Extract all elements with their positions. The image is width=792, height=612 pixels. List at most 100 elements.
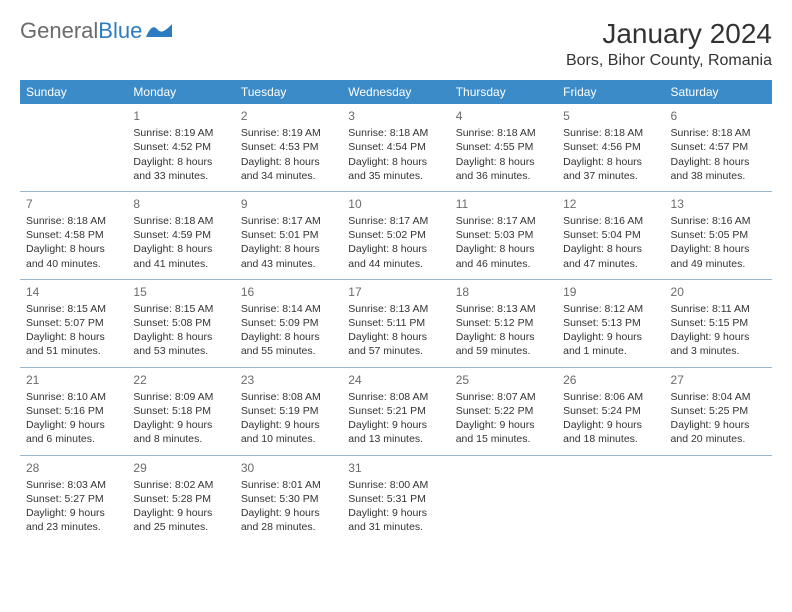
- sunset-line: Sunset: 4:59 PM: [133, 228, 228, 242]
- sunrise-line: Sunrise: 8:11 AM: [671, 302, 766, 316]
- sunset-line: Sunset: 5:22 PM: [456, 404, 551, 418]
- daylight-line: Daylight: 9 hours and 15 minutes.: [456, 418, 551, 446]
- sunrise-line: Sunrise: 8:04 AM: [671, 390, 766, 404]
- day-number: 1: [133, 108, 228, 124]
- sunset-line: Sunset: 5:02 PM: [348, 228, 443, 242]
- logo: GeneralBlue: [20, 18, 172, 44]
- day-number: 27: [671, 372, 766, 388]
- logo-text-part2: Blue: [98, 18, 142, 43]
- day-number: 8: [133, 196, 228, 212]
- sunrise-line: Sunrise: 8:18 AM: [133, 214, 228, 228]
- calendar-cell-empty: [557, 455, 664, 542]
- calendar-cell: 26Sunrise: 8:06 AMSunset: 5:24 PMDayligh…: [557, 367, 664, 455]
- sunrise-line: Sunrise: 8:14 AM: [241, 302, 336, 316]
- calendar-cell: 29Sunrise: 8:02 AMSunset: 5:28 PMDayligh…: [127, 455, 234, 542]
- sunset-line: Sunset: 4:58 PM: [26, 228, 121, 242]
- sunrise-line: Sunrise: 8:18 AM: [26, 214, 121, 228]
- daylight-line: Daylight: 8 hours and 51 minutes.: [26, 330, 121, 358]
- sunset-line: Sunset: 4:56 PM: [563, 140, 658, 154]
- calendar-cell: 18Sunrise: 8:13 AMSunset: 5:12 PMDayligh…: [450, 279, 557, 367]
- daylight-line: Daylight: 9 hours and 31 minutes.: [348, 506, 443, 534]
- sunrise-line: Sunrise: 8:12 AM: [563, 302, 658, 316]
- calendar-cell: 16 Sunrise: 8:14 AMSunset: 5:09 PMDayligh…: [235, 279, 342, 367]
- daylight-line: Daylight: 8 hours and 37 minutes.: [563, 155, 658, 183]
- daylight-line: Daylight: 8 hours and 44 minutes.: [348, 242, 443, 270]
- weekday-header-row: Sunday Monday Tuesday Wednesday Thursday…: [20, 80, 772, 104]
- sunrise-line: Sunrise: 8:17 AM: [348, 214, 443, 228]
- sunset-line: Sunset: 4:52 PM: [133, 140, 228, 154]
- day-number: 14: [26, 284, 121, 300]
- calendar-body: 1 Sunrise: 8:19 AMSunset: 4:52 PM Daylight…: [20, 104, 772, 542]
- daylight-line: Daylight: 8 hours and 57 minutes.: [348, 330, 443, 358]
- calendar-cell: 1Sunrise: 8:19 AMSunset: 4:52 PMDaylight…: [127, 104, 234, 191]
- sunrise-line: Sunrise: 8:17 AM: [456, 214, 551, 228]
- sunrise-line: Sunrise: 8:08 AM: [348, 390, 443, 404]
- day-number: 20: [671, 284, 766, 300]
- calendar-cell: 30Sunrise: 8:01 AMSunset: 5:30 PMDayligh…: [235, 455, 342, 542]
- sunset-line: Sunset: 5:15 PM: [671, 316, 766, 330]
- weekday-header: Wednesday: [342, 80, 449, 104]
- calendar-row: 28Sunrise: 8:03 AMSunset: 5:27 PMDayligh…: [20, 455, 772, 542]
- day-number: 19: [563, 284, 658, 300]
- sunrise-line: Sunrise: 8:16 AM: [671, 214, 766, 228]
- day-number: 18: [456, 284, 551, 300]
- calendar-table: Sunday Monday Tuesday Wednesday Thursday…: [20, 80, 772, 542]
- sunrise-line: Sunrise: 8:15 AM: [26, 302, 121, 316]
- calendar-row: 14Sunrise: 8:15 AMSunset: 5:07 PMDayligh…: [20, 279, 772, 367]
- sunset-line: Sunset: 4:54 PM: [348, 140, 443, 154]
- sunrise-line: Sunrise: 8:15 AM: [133, 302, 228, 316]
- sunset-line: Sunset: 5:18 PM: [133, 404, 228, 418]
- sunset-line: Sunset: 5:31 PM: [348, 492, 443, 506]
- day-number: 3: [348, 108, 443, 124]
- daylight-line: Daylight: 9 hours and 20 minutes.: [671, 418, 766, 446]
- sunset-line: Sunset: 5:03 PM: [456, 228, 551, 242]
- calendar-cell: 23Sunrise: 8:08 AMSunset: 5:19 PMDayligh…: [235, 367, 342, 455]
- sunrise-line: Sunrise: 8:18 AM: [671, 126, 766, 140]
- daylight-line: Daylight: 8 hours and 35 minutes.: [348, 155, 443, 183]
- daylight-line: Daylight: 9 hours and 6 minutes.: [26, 418, 121, 446]
- sunrise-line: Sunrise: 8:06 AM: [563, 390, 658, 404]
- calendar-cell: 25Sunrise: 8:07 AMSunset: 5:22 PMDayligh…: [450, 367, 557, 455]
- logo-text: GeneralBlue: [20, 18, 142, 44]
- calendar-cell: 20 Sunrise: 8:11 AMSunset: 5:15 PMDayligh…: [665, 279, 772, 367]
- sunrise-line: Sunrise: 8:19 AM: [133, 126, 228, 140]
- calendar-cell: 13Sunrise: 8:16 AMSunset: 5:05 PMDayligh…: [665, 191, 772, 279]
- calendar-row: 21Sunrise: 8:10 AMSunset: 5:16 PMDayligh…: [20, 367, 772, 455]
- sunrise-line: Sunrise: 8:18 AM: [348, 126, 443, 140]
- sunrise-line: Sunrise: 8:09 AM: [133, 390, 228, 404]
- day-number: 28: [26, 460, 121, 476]
- sunrise-line: Sunrise: 8:10 AM: [26, 390, 121, 404]
- day-number: 2: [241, 108, 336, 124]
- daylight-line: Daylight: 8 hours and 55 minutes.: [241, 330, 336, 358]
- calendar-cell-empty: [450, 455, 557, 542]
- logo-text-part1: General: [20, 18, 98, 43]
- sunset-line: Sunset: 4:57 PM: [671, 140, 766, 154]
- sunset-line: Sunset: 5:04 PM: [563, 228, 658, 242]
- daylight-line: Daylight: 8 hours and 38 minutes.: [671, 155, 766, 183]
- sunrise-line: Sunrise: 8:07 AM: [456, 390, 551, 404]
- sunset-line: Sunset: 5:13 PM: [563, 316, 658, 330]
- calendar-cell: 19Sunrise: 8:12 AMSunset: 5:13 PMDayligh…: [557, 279, 664, 367]
- daylight-line: Daylight: 9 hours and 3 minutes.: [671, 330, 766, 358]
- location: Bors, Bihor County, Romania: [566, 52, 772, 70]
- calendar-cell: 9Sunrise: 8:17 AMSunset: 5:01 PMDaylight…: [235, 191, 342, 279]
- sunset-line: Sunset: 5:09 PM: [241, 316, 336, 330]
- sunrise-line: Sunrise: 8:13 AM: [456, 302, 551, 316]
- day-number: 13: [671, 196, 766, 212]
- sunrise-line: Sunrise: 8:16 AM: [563, 214, 658, 228]
- daylight-line: Daylight: 9 hours and 10 minutes.: [241, 418, 336, 446]
- calendar-cell: 6Sunrise: 8:18 AMSunset: 4:57 PMDaylight…: [665, 104, 772, 191]
- day-number: 16: [241, 284, 336, 300]
- day-number: 24: [348, 372, 443, 388]
- day-number: 15: [133, 284, 228, 300]
- title-block: January 2024 Bors, Bihor County, Romania: [566, 18, 772, 70]
- sunrise-line: Sunrise: 8:02 AM: [133, 478, 228, 492]
- calendar-row: 1 Sunrise: 8:19 AMSunset: 4:52 PM Daylight…: [20, 104, 772, 191]
- sunrise-line: Sunrise: 8:13 AM: [348, 302, 443, 316]
- sunrise-line: Sunrise: 8:03 AM: [26, 478, 121, 492]
- daylight-line: Daylight: 8 hours and 43 minutes.: [241, 242, 336, 270]
- sunset-line: Sunset: 5:16 PM: [26, 404, 121, 418]
- sunrise-line: Sunrise: 8:18 AM: [456, 126, 551, 140]
- sunset-line: Sunset: 4:53 PM: [241, 140, 336, 154]
- calendar-cell: 4Sunrise: 8:18 AMSunset: 4:55 PMDaylight…: [450, 104, 557, 191]
